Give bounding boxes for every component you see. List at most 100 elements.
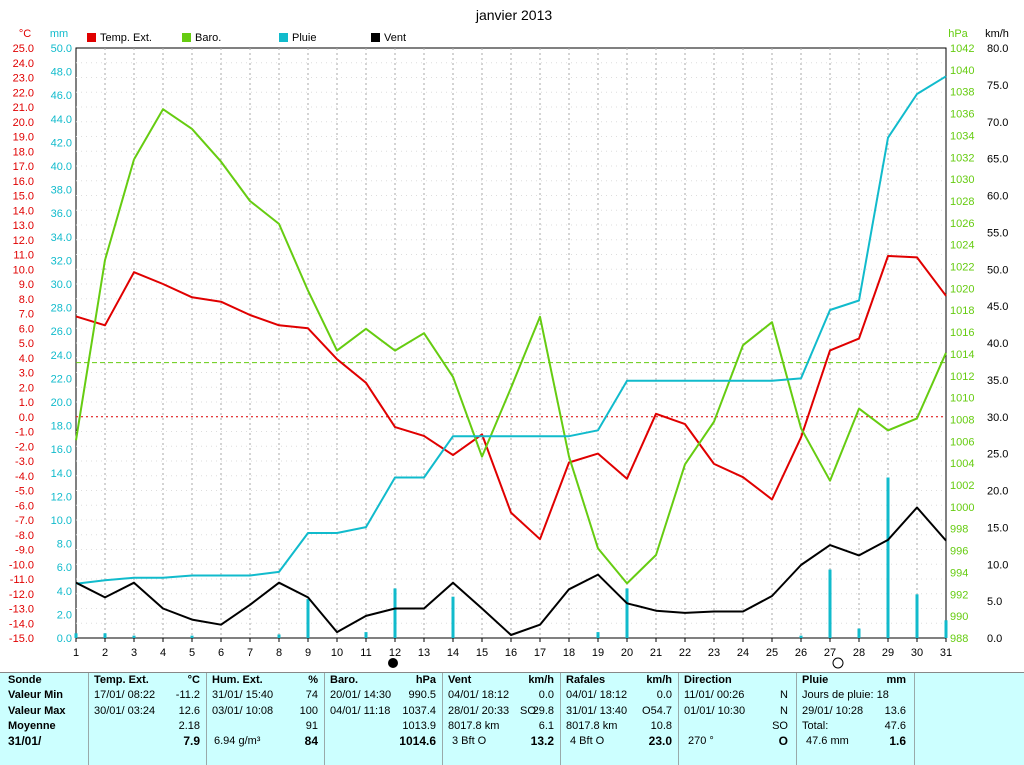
stats-hum-unit: % [308, 674, 318, 686]
legend-label-vent: Vent [384, 32, 406, 44]
temp-tick-label: 10.0 [13, 264, 34, 276]
temp-tick-label: 9.0 [19, 279, 34, 291]
x-tick-label: 2 [102, 647, 108, 659]
baro-tick-label: 996 [950, 546, 968, 558]
baro-tick-label: 1038 [950, 87, 974, 99]
rain-bar [828, 569, 832, 638]
series-lines [75, 75, 947, 636]
x-tick-label: 5 [189, 647, 195, 659]
temp-tick-label: -6.0 [15, 500, 34, 512]
rain-tick-label: 20.0 [51, 397, 72, 409]
stats-temp-avg: 2.18 [178, 719, 200, 732]
baro-tick-label: 1034 [950, 130, 974, 142]
stats-vent-max-val: 29.8 [532, 704, 554, 717]
x-tick-label: 21 [650, 647, 662, 659]
temp-axis-ticks: 25.0 24.0 23.0 22.0 21.0 20.0 19.0 18.0 17.0 16.0… [9, 43, 34, 645]
baro-tick-label: 1014 [950, 349, 974, 361]
rain-tick-label: 28.0 [51, 303, 72, 315]
stats-temp-header: Temp. Ext. [94, 674, 149, 686]
rain-bar [132, 635, 136, 638]
rain-bar [306, 599, 310, 638]
temp-tick-label: 13.0 [13, 220, 34, 232]
temp-tick-label: 23.0 [13, 73, 34, 85]
stats-hum-max-val: 100 [299, 704, 318, 717]
x-tick-label: 8 [276, 647, 282, 659]
stats-rafales-max-dir: O [642, 704, 651, 717]
rain-bar [190, 635, 194, 638]
wind-tick-label: 50.0 [987, 264, 1008, 276]
stats-pluie-total-label: Total: [802, 719, 829, 732]
stats-pluie-cumul: 47.6 mm [806, 735, 849, 748]
stats-direction-min-date: 11/01/ 00:26 [684, 689, 745, 702]
rain-tick-label: 0.0 [57, 633, 72, 645]
stats-direction-avg: SO [772, 719, 788, 732]
baro-tick-label: 1002 [950, 480, 974, 492]
x-tick-label: 28 [853, 647, 865, 659]
wind-tick-label: 60.0 [987, 191, 1008, 203]
stats-vent-max-dir: SO [520, 704, 536, 717]
rain-tick-label: 26.0 [51, 326, 72, 338]
rain-tick-label: 46.0 [51, 90, 72, 102]
temp-tick-label: -3.0 [15, 456, 34, 468]
moon-full-icon [388, 658, 398, 668]
stats-hum-min-val: 74 [305, 689, 318, 702]
stats-vent-distance: 8017.8 km [448, 719, 500, 732]
x-tick-label: 19 [592, 647, 604, 659]
stats-temp-min-date: 17/01/ 08:22 [94, 689, 156, 702]
temp-tick-label: 4.0 [19, 353, 34, 365]
stats-pluie-total: 47.6 [884, 719, 906, 732]
rain-tick-label: 24.0 [51, 350, 72, 362]
temp-tick-label: 19.0 [13, 132, 34, 144]
rain-bar [74, 633, 78, 638]
stats-vent-unit: km/h [528, 674, 554, 686]
temp-tick-label: 14.0 [13, 205, 34, 217]
stats-hum-avg: 91 [305, 719, 318, 732]
x-tick-label: 12 [389, 647, 401, 659]
baro-tick-label: 1006 [950, 436, 974, 448]
rain-tick-label: 4.0 [57, 586, 72, 598]
stats-rafales-avg: 10.8 [650, 719, 672, 732]
stats-col-baro: Baro. hPa 20/01/ 14:30 990.5 04/01/ 11:18 1… [324, 673, 443, 765]
stats-col-pluie: Pluie mm Jours de pluie: 18 29/01/ 10:28 1… [796, 673, 915, 765]
stats-vent-max-date: 28/01/ 20:33 [448, 704, 510, 717]
x-tick-label: 25 [766, 647, 778, 659]
x-tick-label: 26 [795, 647, 807, 659]
baro-tick-label: 1018 [950, 305, 974, 317]
wind-axis-ticks: 80.0 75.0 70.0 65.0 60.0 55.0 50.0 45.0 40.0 35.0… [987, 43, 1008, 645]
wind-tick-label: 55.0 [987, 227, 1008, 239]
temp-tick-label: 18.0 [13, 146, 34, 158]
rain-tick-label: 6.0 [57, 562, 72, 574]
stats-rafales-beaufort: 4 Bft O [570, 735, 605, 748]
rain-tick-label: 8.0 [57, 539, 72, 551]
x-tick-label: 9 [305, 647, 311, 659]
x-tick-label: 13 [418, 647, 430, 659]
rain-axis-ticks: 50.0 48.0 46.0 44.0 42.0 40.0 38.0 36.0 34.0 32.0… [51, 43, 72, 645]
stats-hum-current: 84 [304, 734, 318, 749]
stats-vent-beaufort: 3 Bft O [452, 735, 487, 748]
temp-tick-label: -1.0 [15, 427, 34, 439]
temp-tick-label: -15.0 [9, 633, 34, 645]
temp-axis-unit: °C [19, 28, 31, 40]
stats-hum-max-date: 03/01/ 10:08 [212, 704, 274, 717]
stats-direction-current: O [778, 734, 788, 749]
rain-bar [944, 620, 948, 638]
baro-tick-label: 1022 [950, 262, 974, 274]
stats-temp-max-val: 12.6 [178, 704, 200, 717]
temp-tick-label: -5.0 [15, 486, 34, 498]
stats-pluie-header: Pluie [802, 674, 829, 686]
baro-tick-label: 1036 [950, 109, 974, 121]
stats-temp-max-date: 30/01/ 03:24 [94, 704, 156, 717]
wind-axis-unit: km/h [985, 28, 1009, 40]
rain-bar [277, 634, 281, 638]
stats-col-temp: Temp. Ext. °C 17/01/ 08:22 -11.2 30/01/ 03… [88, 673, 207, 765]
stats-rafales-current: 23.0 [648, 734, 672, 749]
wind-tick-label: 65.0 [987, 154, 1008, 166]
temp-tick-label: 12.0 [13, 235, 34, 247]
temp-tick-label: 3.0 [19, 368, 34, 380]
temp-tick-label: 1.0 [19, 397, 34, 409]
stats-baro-max-val: 1037.4 [402, 704, 436, 717]
stats-col-vent: Vent km/h 04/01/ 18:12 0.0 28/01/ 20:33 SO 2… [442, 673, 561, 765]
stats-col-hum: Hum. Ext.% 31/01/ 15:40 74 03/01/ 10:08 10… [206, 673, 325, 765]
temp-tick-label: 25.0 [13, 43, 34, 55]
baro-tick-label: 1004 [950, 458, 974, 470]
